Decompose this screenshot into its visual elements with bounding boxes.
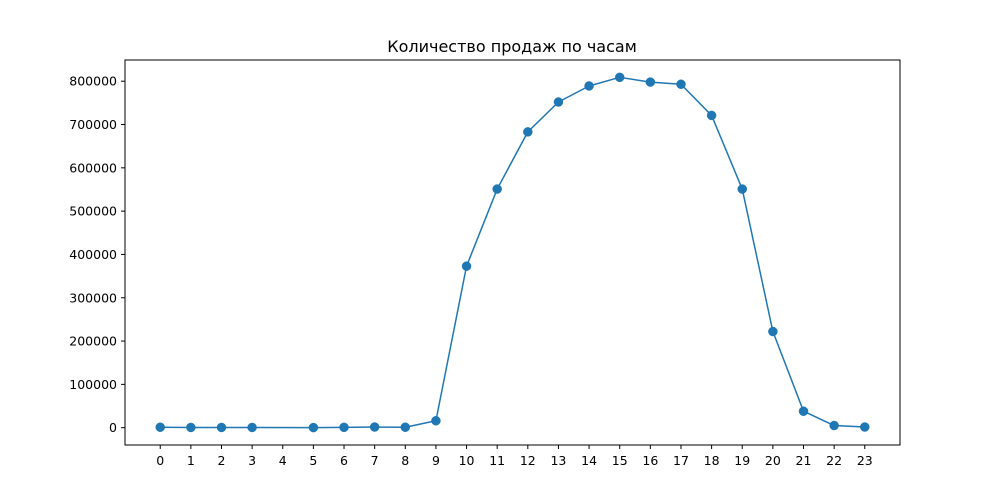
y-tick-label: 400000 [69, 247, 117, 262]
axis-ticks: 0 1 2 3 4 5 6 7 8 9 10 11 12 13 14 15 16 17 18 19 20 21 22 2301… [69, 74, 872, 468]
x-tick-label: 2 [218, 453, 226, 468]
x-tick-label: 22 [826, 453, 842, 468]
x-tick-label: 4 [279, 453, 287, 468]
y-tick-label: 800000 [69, 74, 117, 89]
data-point [737, 184, 747, 194]
data-point [339, 422, 349, 433]
x-tick-label: 20 [765, 453, 781, 468]
x-tick-label: 13 [550, 453, 566, 468]
series-lines [159, 76, 866, 429]
data-point [768, 326, 778, 337]
x-tick-label: 1 [187, 453, 195, 468]
y-tick-label: 100000 [69, 377, 117, 392]
data-point [492, 184, 502, 194]
y-tick-label: 500000 [69, 204, 117, 219]
x-tick-label: 14 [581, 453, 597, 468]
x-tick-label: 23 [857, 453, 873, 468]
x-tick-label: 5 [309, 453, 317, 468]
chart-title: Количество продаж по часам [387, 37, 637, 56]
x-tick-label: 7 [371, 453, 379, 468]
x-tick-label: 19 [734, 453, 750, 468]
data-point [461, 261, 472, 271]
x-tick-label: 9 [432, 453, 440, 468]
x-tick-label: 17 [673, 453, 689, 468]
data-point [247, 422, 257, 433]
x-tick-label: 15 [612, 453, 628, 468]
y-tick-label: 300000 [69, 290, 117, 305]
y-tick-label: 600000 [69, 160, 117, 175]
x-tick-label: 10 [459, 453, 475, 468]
data-point [584, 81, 594, 91]
data-point [829, 420, 839, 431]
series-line [159, 76, 866, 429]
data-point [614, 72, 625, 83]
y-tick-label: 200000 [69, 334, 117, 349]
y-tick-label: 0 [109, 420, 117, 435]
x-tick-label: 21 [796, 453, 812, 468]
data-point [308, 422, 319, 433]
data-point [155, 422, 165, 432]
plot-frame [124, 59, 901, 446]
data-point [369, 422, 380, 432]
x-tick-label: 6 [340, 453, 348, 468]
x-tick-label: 3 [248, 453, 256, 468]
x-tick-label: 11 [489, 453, 505, 468]
data-point [186, 422, 196, 433]
data-point [676, 79, 686, 89]
x-tick-label: 8 [401, 453, 409, 468]
x-tick-label: 12 [520, 453, 536, 468]
x-tick-label: 0 [156, 453, 164, 468]
data-points [155, 72, 870, 433]
x-tick-label: 18 [704, 453, 720, 468]
data-point [645, 77, 656, 87]
data-point [798, 406, 809, 416]
data-point [553, 97, 564, 107]
x-tick-label: 16 [642, 453, 658, 468]
data-point [860, 422, 870, 432]
data-point [523, 127, 533, 137]
data-point [431, 416, 441, 426]
data-point [706, 110, 717, 121]
y-tick-label: 700000 [69, 117, 117, 132]
data-point [216, 422, 227, 433]
data-point [400, 422, 411, 432]
